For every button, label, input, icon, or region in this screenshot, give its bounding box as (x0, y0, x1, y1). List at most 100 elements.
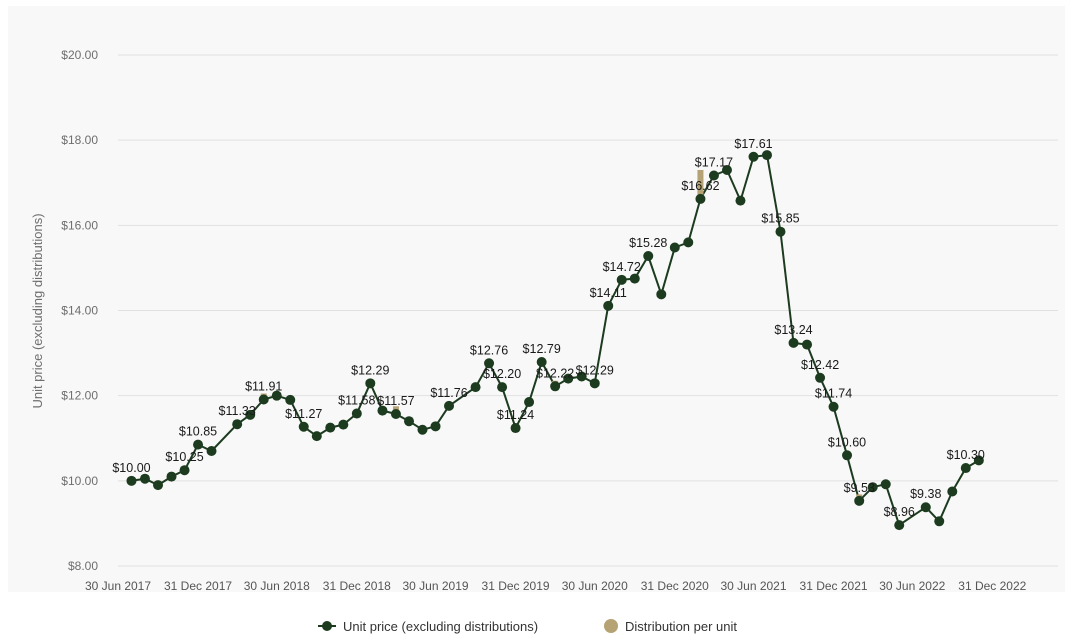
data-label: $17.61 (734, 137, 772, 151)
data-label: $14.11 (590, 286, 627, 300)
data-label: $12.20 (483, 367, 521, 381)
price-point (842, 450, 853, 461)
legend-marker-distribution (604, 619, 618, 633)
legend-marker-unit-price (322, 621, 332, 631)
price-point (550, 381, 561, 392)
chart-legend: Unit price (excluding distributions) Dis… (318, 619, 737, 634)
x-tick-label: 31 Dec 2022 (958, 579, 1026, 593)
price-point (867, 482, 878, 493)
data-label: $10.85 (179, 425, 217, 439)
data-label: $11.74 (815, 387, 852, 401)
x-axis-ticks: 30 Jun 2017 31 Dec 2017 30 Jun 2018 31 Dec … (85, 579, 1027, 593)
price-point (828, 401, 839, 412)
price-point (880, 479, 891, 490)
price-point (748, 151, 759, 162)
x-tick-label: 30 Jun 2020 (562, 579, 628, 593)
data-label: $12.42 (801, 358, 839, 372)
data-label: $17.17 (695, 156, 733, 170)
price-point (365, 378, 376, 389)
data-label: $14.72 (603, 260, 641, 274)
data-label: $11.27 (285, 407, 322, 421)
data-label: $12.29 (576, 363, 614, 377)
data-label: $11.33 (219, 404, 256, 418)
y-tick-label: $16.00 (61, 218, 98, 232)
price-point (232, 419, 243, 430)
data-label: $11.24 (497, 408, 534, 422)
price-point (245, 409, 256, 420)
price-point (430, 421, 441, 432)
x-tick-label: 31 Dec 2020 (641, 579, 709, 593)
price-point (417, 424, 428, 435)
price-point (960, 463, 971, 474)
price-point (206, 446, 217, 457)
price-point (603, 300, 614, 311)
price-point (815, 372, 826, 383)
price-point (139, 473, 150, 484)
legend-label-distribution: Distribution per unit (625, 619, 737, 634)
price-point (536, 357, 547, 368)
data-label: $10.00 (112, 461, 150, 475)
x-tick-label: 30 Jun 2018 (244, 579, 310, 593)
data-label: $12.79 (523, 342, 561, 356)
price-points-layer (126, 150, 984, 531)
price-point (683, 237, 694, 248)
price-point (643, 250, 654, 261)
data-label: $10.30 (947, 448, 985, 462)
x-tick-label: 31 Dec 2021 (800, 579, 868, 593)
price-point (708, 170, 719, 181)
legend-item-distribution[interactable]: Distribution per unit (604, 619, 737, 634)
plot-background (8, 6, 1065, 592)
price-point (788, 337, 799, 348)
y-axis-title: Unit price (excluding distributions) (30, 213, 45, 408)
data-label: $12.29 (351, 363, 389, 377)
price-point (695, 193, 706, 204)
price-point (497, 382, 508, 393)
legend-item-unit-price[interactable]: Unit price (excluding distributions) (318, 619, 538, 634)
price-point (629, 273, 640, 284)
price-point (576, 371, 587, 382)
data-label: $13.24 (774, 323, 812, 337)
price-point (126, 475, 137, 486)
price-point (973, 455, 984, 466)
data-label: $9.53 (844, 481, 875, 495)
price-point (166, 471, 177, 482)
price-point (470, 382, 481, 393)
price-point (735, 195, 746, 206)
price-point (484, 358, 495, 369)
y-tick-label: $14.00 (61, 304, 98, 318)
y-axis-ticks: $8.00 $10.00 $12.00 $14.00 $16.00 $18.00 $20.0… (61, 48, 98, 573)
y-tick-label: $8.00 (68, 559, 98, 573)
price-point (854, 495, 865, 506)
price-point (894, 520, 905, 531)
x-tick-label: 31 Dec 2017 (164, 579, 232, 593)
x-tick-label: 30 Jun 2017 (85, 579, 151, 593)
y-tick-label: $10.00 (61, 474, 98, 488)
data-label: $9.38 (910, 487, 941, 501)
data-label: $10.60 (828, 435, 866, 449)
legend-label-unit-price: Unit price (excluding distributions) (343, 619, 538, 634)
price-point (669, 242, 680, 253)
price-point (616, 274, 627, 285)
data-label: $16.62 (681, 179, 719, 193)
data-label: $12.76 (470, 343, 508, 357)
price-point (285, 394, 296, 405)
data-label: $12.22 (536, 366, 574, 380)
data-labels-layer: $10.00 $10.25 $10.85$11.33 $11.91$11.27 $11.… (112, 137, 985, 519)
y-tick-label: $20.00 (61, 48, 98, 62)
data-label: $11.76 (430, 386, 467, 400)
price-point (934, 516, 945, 527)
data-label: $10.25 (165, 450, 203, 464)
price-point (510, 423, 521, 434)
price-point (656, 289, 667, 300)
data-label: $8.96 (884, 505, 915, 519)
price-point (325, 422, 336, 433)
price-point (563, 373, 574, 384)
price-point (258, 394, 269, 405)
data-label: $11.91 (245, 379, 282, 393)
data-label: $15.28 (629, 236, 667, 250)
price-point (298, 421, 309, 432)
x-tick-label: 30 Jun 2021 (720, 579, 786, 593)
price-point (390, 408, 401, 419)
